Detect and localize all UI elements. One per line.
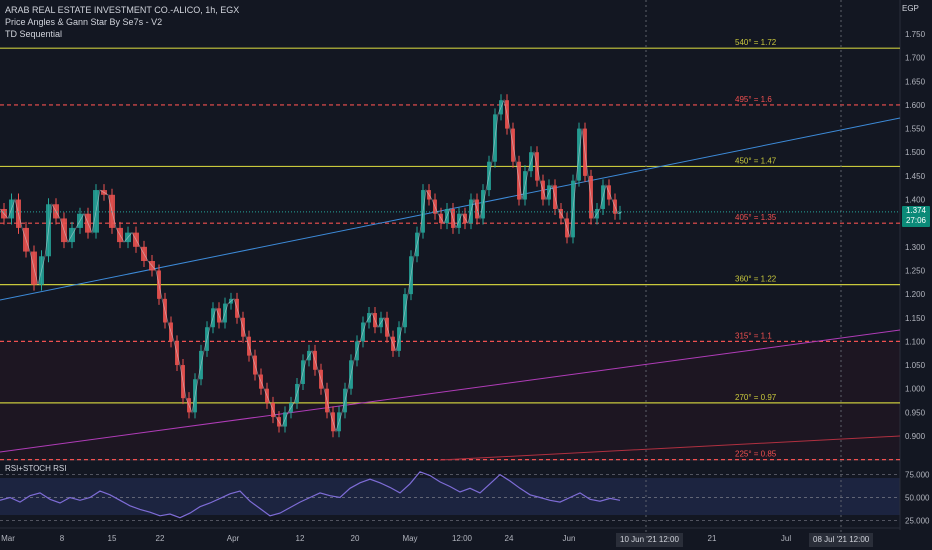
x-tick-label: 15 <box>108 534 117 543</box>
x-tick-label: 12:00 <box>452 534 473 543</box>
y-tick-label: 1.100 <box>905 337 926 346</box>
gann-angle-purple <box>0 329 901 453</box>
y-tick-label: 1.300 <box>905 243 926 252</box>
y-tick-label: 0.900 <box>905 432 926 441</box>
gann-level-label: 450° = 1.47 <box>735 156 777 165</box>
y-tick-label: 1.750 <box>905 30 926 39</box>
y-tick-label: 0.950 <box>905 408 926 417</box>
gann-level-label: 315° = 1.1 <box>735 331 772 340</box>
y-tick-label: 1.650 <box>905 77 926 86</box>
x-tick-label: 21 <box>708 534 717 543</box>
y-tick-label: 1.500 <box>905 148 926 157</box>
x-tick-label: 12 <box>296 534 305 543</box>
gann-level-label: 495° = 1.6 <box>735 95 772 104</box>
y-tick-label: 1.000 <box>905 385 926 394</box>
x-tick-label: Jul <box>781 534 791 543</box>
gann-level-label: 405° = 1.35 <box>735 213 777 222</box>
rsi-pane-label[interactable]: RSI+STOCH RSI <box>5 464 67 473</box>
rsi-tick-label: 75.000 <box>905 471 930 480</box>
chart-legend: ARAB REAL ESTATE INVESTMENT CO.-ALICO, 1… <box>5 4 239 40</box>
x-tick-label: May <box>402 534 417 543</box>
gann-level-label: 360° = 1.22 <box>735 275 777 284</box>
y-tick-label: 1.200 <box>905 290 926 299</box>
x-tick-label: Jun <box>563 534 576 543</box>
indicator-gann[interactable]: Price Angles & Gann Star By Se7s - V2 <box>5 17 163 27</box>
x-tick-label: 8 <box>60 534 65 543</box>
y-tick-label: 1.600 <box>905 101 926 110</box>
x-tick-label: Apr <box>227 534 240 543</box>
y-tick-label: 1.250 <box>905 266 926 275</box>
rsi-tick-label: 50.000 <box>905 494 930 503</box>
last-price: 1.374 <box>905 206 927 215</box>
y-tick-label: 1.150 <box>905 314 926 323</box>
rsi-line <box>0 471 621 519</box>
y-tick-label: 1.450 <box>905 172 926 181</box>
crosshair-date-tag-2: 08 Jul '21 12:00 <box>809 533 874 547</box>
price-line <box>0 98 623 433</box>
lower-zone-shade <box>0 341 900 460</box>
gann-angle-red <box>439 435 901 461</box>
y-tick-label: 1.050 <box>905 361 926 370</box>
x-tick-label: 24 <box>505 534 514 543</box>
crosshair-date-tag-1: 10 Jun '21 12:00 <box>616 533 683 547</box>
gann-level-label: 270° = 0.97 <box>735 393 777 402</box>
y-tick-label: 1.400 <box>905 196 926 205</box>
y-tick-label: 1.700 <box>905 54 926 63</box>
x-tick-label: Mar <box>1 534 15 543</box>
indicator-td[interactable]: TD Sequential <box>5 29 63 39</box>
currency-label[interactable]: EGP <box>902 4 919 13</box>
last-price-tag: 1.374 27:06 <box>902 206 930 227</box>
gann-level-label: 540° = 1.72 <box>735 38 777 47</box>
gann-level-label: 225° = 0.85 <box>735 450 777 459</box>
y-tick-label: 1.550 <box>905 125 926 134</box>
bar-countdown: 27:06 <box>905 216 927 225</box>
rsi-tick-label: 25.000 <box>905 516 930 525</box>
x-tick-label: 20 <box>351 534 360 543</box>
rsi-band <box>0 478 900 515</box>
symbol-title[interactable]: ARAB REAL ESTATE INVESTMENT CO.-ALICO, 1… <box>5 5 240 15</box>
x-tick-label: 22 <box>156 534 165 543</box>
